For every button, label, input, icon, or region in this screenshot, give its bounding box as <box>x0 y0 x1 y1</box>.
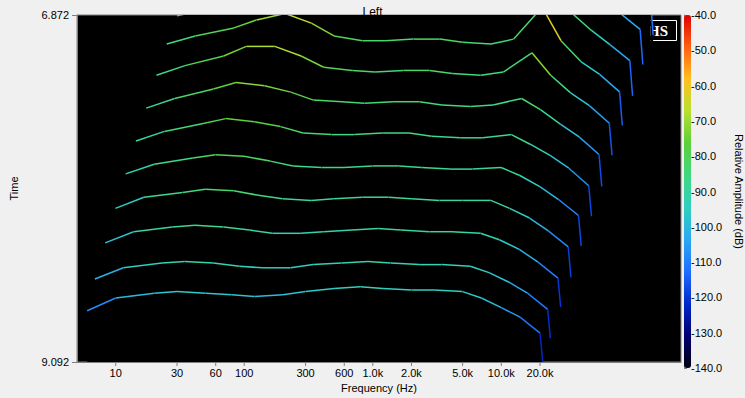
svg-text:30: 30 <box>171 367 183 379</box>
svg-text:-90.0: -90.0 <box>691 186 716 198</box>
svg-text:Frequency (Hz): Frequency (Hz) <box>341 382 417 394</box>
svg-text:300: 300 <box>296 367 314 379</box>
svg-text:-130.0: -130.0 <box>691 327 722 339</box>
svg-text:20.0k: 20.0k <box>527 367 554 379</box>
svg-text:-140.0: -140.0 <box>691 362 722 374</box>
svg-text:10: 10 <box>110 367 122 379</box>
svg-text:-50.0: -50.0 <box>691 44 716 56</box>
svg-text:5.0k: 5.0k <box>452 367 473 379</box>
svg-text:9.092: 9.092 <box>41 356 69 368</box>
svg-text:600: 600 <box>335 367 353 379</box>
svg-text:-100.0: -100.0 <box>691 221 722 233</box>
svg-text:-40.0: -40.0 <box>691 9 716 21</box>
svg-text:-120.0: -120.0 <box>691 291 722 303</box>
svg-text:6.872: 6.872 <box>41 9 69 21</box>
svg-text:-60.0: -60.0 <box>691 80 716 92</box>
svg-text:Left: Left <box>362 5 383 19</box>
svg-text:Time: Time <box>8 176 20 200</box>
svg-text:1.0k: 1.0k <box>362 367 383 379</box>
svg-text:10.0k: 10.0k <box>488 367 515 379</box>
svg-text:-110.0: -110.0 <box>691 256 721 268</box>
svg-text:2.0k: 2.0k <box>401 367 422 379</box>
svg-text:Relative Amplitude (dB): Relative Amplitude (dB) <box>733 134 745 249</box>
svg-text:-70.0: -70.0 <box>691 115 716 127</box>
svg-text:100: 100 <box>235 367 253 379</box>
svg-text:-80.0: -80.0 <box>691 150 716 162</box>
svg-text:60: 60 <box>210 367 222 379</box>
